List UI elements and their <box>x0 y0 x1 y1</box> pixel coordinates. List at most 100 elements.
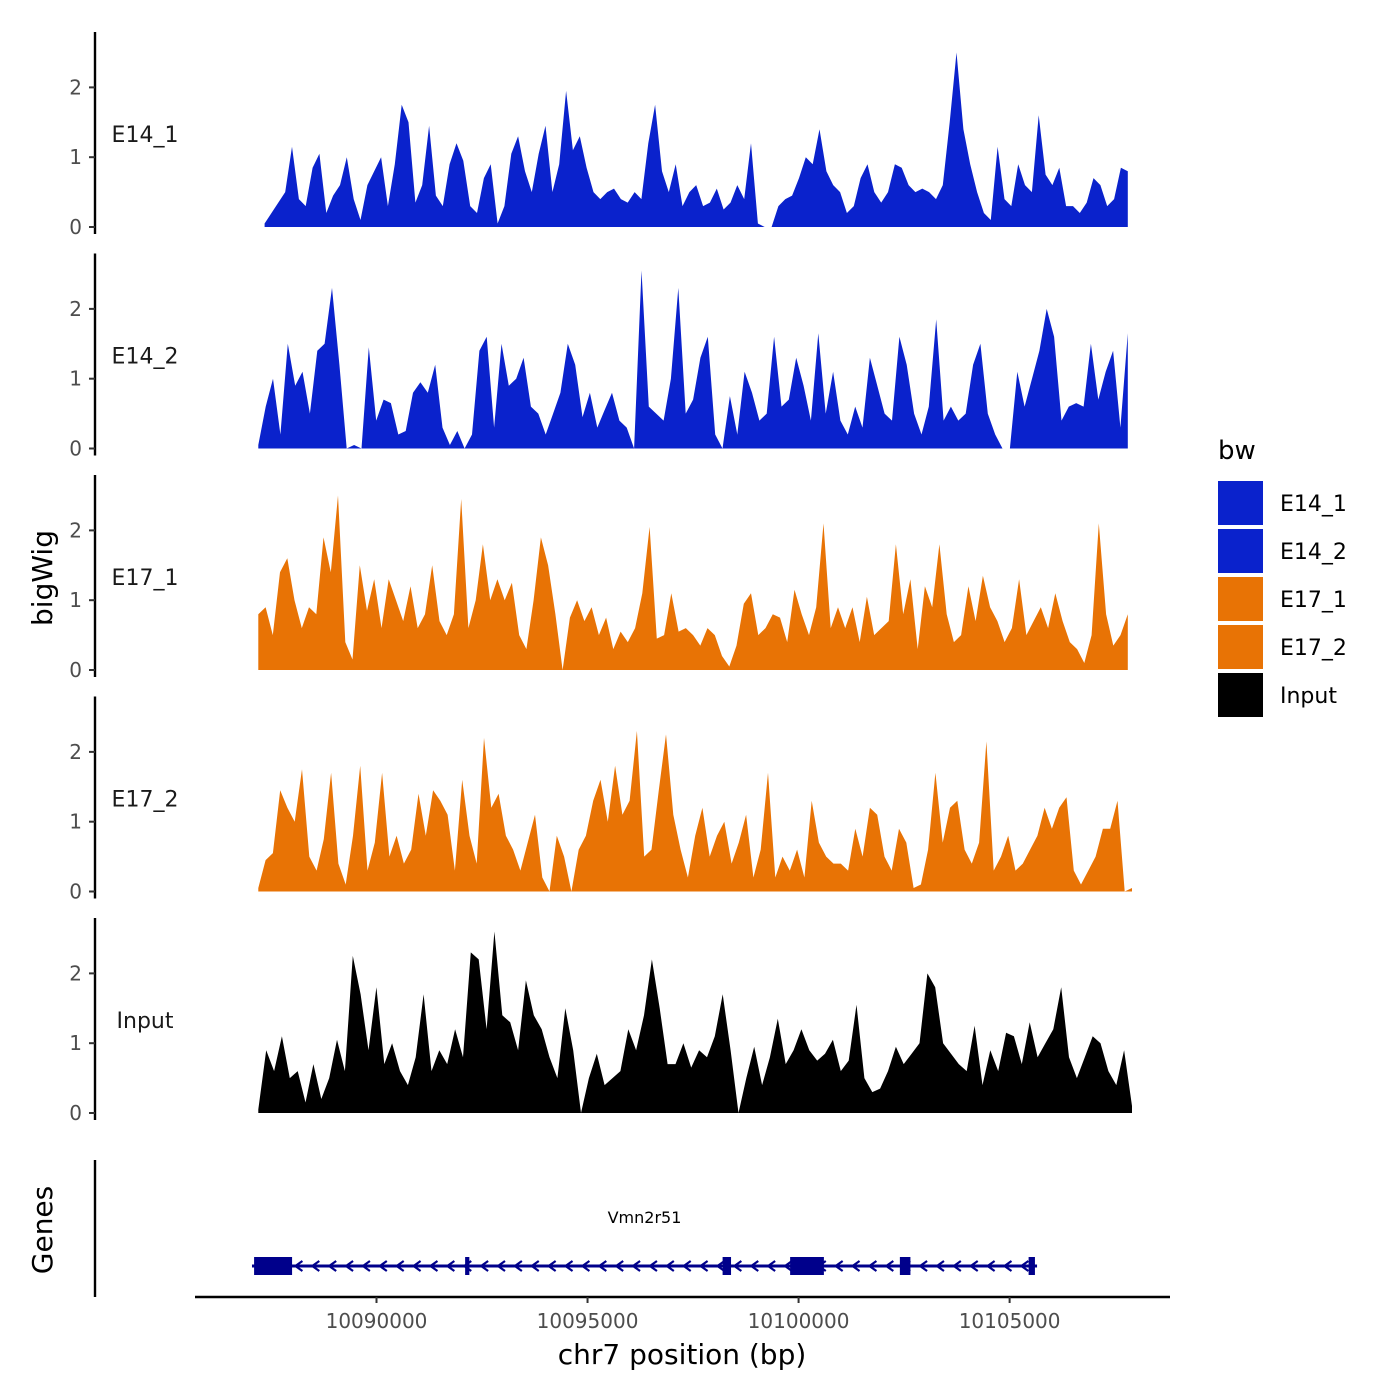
y-tick-label: 1 <box>69 810 82 834</box>
strand-arrow <box>918 1260 928 1272</box>
strand-arrow <box>951 1260 962 1272</box>
gene-exon <box>899 1257 911 1275</box>
strand-arrow <box>648 1260 658 1272</box>
y-tick-label: 2 <box>69 740 82 764</box>
strand-arrow <box>631 1260 641 1272</box>
strand-arrow <box>394 1260 405 1272</box>
strand-arrow <box>310 1260 320 1272</box>
x-tick-label: 10095000 <box>537 1309 639 1333</box>
genes-axis-title: Genes <box>26 1186 59 1274</box>
strand-arrow <box>783 1260 793 1272</box>
panel-e17_2: 0 1 2 E17_2 <box>69 696 1132 904</box>
strand-arrow <box>597 1260 607 1272</box>
strand-arrow <box>428 1260 439 1272</box>
y-tick-label: 1 <box>69 1031 82 1055</box>
strand-arrow <box>698 1260 709 1272</box>
facet-label: E17_2 <box>112 788 179 813</box>
y-tick-label: 0 <box>69 437 82 461</box>
y-tick-label: 1 <box>69 588 82 612</box>
strand-arrow <box>867 1260 878 1272</box>
facet-label: E14_2 <box>112 345 179 370</box>
gene-exon <box>722 1257 732 1275</box>
strand-arrow <box>580 1260 591 1272</box>
strand-arrow <box>377 1260 388 1272</box>
strand-arrow <box>681 1260 692 1272</box>
strand-arrow <box>411 1260 422 1272</box>
coverage-area-e17_2 <box>258 730 1132 892</box>
legend-label: E17_2 <box>1280 636 1347 661</box>
strand-arrow <box>732 1260 743 1272</box>
y-tick-label: 2 <box>69 75 82 99</box>
legend-label: E14_1 <box>1280 492 1347 517</box>
strand-arrow <box>1002 1260 1013 1272</box>
strand-arrow <box>546 1260 557 1272</box>
y-tick-label: 0 <box>69 658 82 682</box>
facet-label: E17_1 <box>112 566 179 591</box>
legend-label: E17_1 <box>1280 588 1347 613</box>
strand-arrow <box>344 1260 354 1272</box>
gene-exon <box>465 1257 470 1275</box>
y-tick-label: 0 <box>69 880 82 904</box>
panel-input: 0 1 2 Input <box>69 918 1132 1125</box>
y-tick-label: 2 <box>69 518 82 542</box>
strand-arrow <box>968 1260 979 1272</box>
y-tick-label: 2 <box>69 297 82 321</box>
strand-arrow <box>529 1260 540 1272</box>
gene-name-label: Vmn2r51 <box>608 1208 682 1227</box>
strand-arrow <box>614 1260 624 1272</box>
y-tick-label: 1 <box>69 145 82 169</box>
coverage-area-e14_2 <box>258 270 1128 449</box>
strand-arrow <box>766 1260 776 1272</box>
panel-e17_1: 0 1 2 E17_1 <box>69 475 1128 682</box>
gene-exon <box>790 1257 824 1275</box>
strand-arrow <box>293 1260 304 1272</box>
strand-arrow <box>496 1260 506 1272</box>
legend-label: Input <box>1280 684 1337 709</box>
y-tick-label: 1 <box>69 367 82 391</box>
strand-arrow <box>715 1260 726 1272</box>
facet-label: E14_1 <box>112 123 179 148</box>
coverage-area-input <box>258 931 1132 1113</box>
x-tick-label: 10105000 <box>959 1309 1061 1333</box>
strand-arrow <box>327 1260 337 1272</box>
legend-key-input <box>1218 673 1263 717</box>
gene-track: Vmn2r51 <box>93 1160 1038 1297</box>
strand-arrow <box>985 1260 996 1272</box>
strand-arrow <box>749 1260 759 1272</box>
strand-arrow <box>884 1260 894 1272</box>
panel-e14_1: 0 1 2 E14_1 <box>69 32 1128 239</box>
x-tick-label: 10100000 <box>748 1309 850 1333</box>
x-axis-title: chr7 position (bp) <box>558 1338 807 1371</box>
strand-arrow <box>445 1260 455 1272</box>
strand-arrow <box>1019 1260 1030 1272</box>
strand-arrow <box>850 1260 861 1272</box>
strand-arrow <box>512 1260 523 1272</box>
coverage-area-e14_1 <box>264 52 1128 227</box>
y-tick-label: 0 <box>69 1101 82 1125</box>
legend-key-e14_1 <box>1218 481 1263 525</box>
coverage-panels: 0 1 2 E14_1 0 1 2 E14_2 0 1 2 E17_1 0 1 2 E17_2 0 1 2 Input <box>69 32 1132 1125</box>
gene-exon <box>1028 1257 1035 1275</box>
y-axis-title: bigWig <box>26 530 59 626</box>
panel-e14_2: 0 1 2 E14_2 <box>69 253 1128 461</box>
y-tick-label: 0 <box>69 215 82 239</box>
legend-key-e14_2 <box>1218 529 1263 573</box>
strand-arrow <box>563 1260 574 1272</box>
x-tick-label: 10090000 <box>326 1309 428 1333</box>
legend-title: bw <box>1218 436 1256 466</box>
strand-arrow <box>935 1260 945 1272</box>
gene-exon <box>254 1257 293 1275</box>
strand-arrow <box>833 1260 844 1272</box>
y-tick-label: 2 <box>69 961 82 985</box>
legend-key-e17_1 <box>1218 577 1263 621</box>
legend-label: E14_2 <box>1280 540 1347 565</box>
legend-key-e17_2 <box>1218 625 1263 669</box>
strand-arrow <box>664 1260 675 1272</box>
x-axis: 10090000 10095000 10100000 10105000 <box>195 1295 1170 1333</box>
coverage-area-e17_1 <box>258 495 1128 670</box>
legend: bw E14_1 E14_2 E17_1 E17_2 Input <box>1218 436 1347 717</box>
facet-label: Input <box>117 1009 174 1034</box>
strand-arrow <box>361 1260 371 1272</box>
strand-arrow <box>479 1260 489 1272</box>
